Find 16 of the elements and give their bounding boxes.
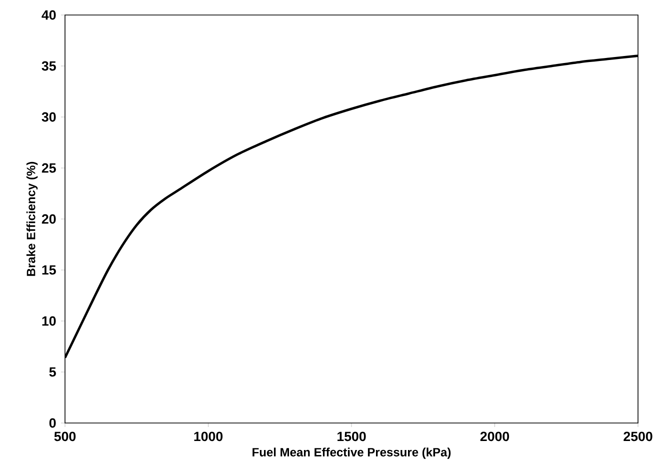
x-axis-title: Fuel Mean Effective Pressure (kPa) xyxy=(252,448,451,459)
y-tick-label: 10 xyxy=(42,316,56,326)
y-axis-title: Brake Efficiency (%) xyxy=(26,162,38,276)
y-tick-label: 0 xyxy=(49,418,56,428)
x-tick-label: 1000 xyxy=(194,432,223,442)
x-tick-label: 1500 xyxy=(338,432,366,442)
y-tick-label: 5 xyxy=(49,367,56,377)
y-tick-label: 25 xyxy=(42,163,56,173)
x-tick-label: 500 xyxy=(54,432,76,442)
x-tick-label: 2000 xyxy=(480,432,510,442)
y-tick-label: 20 xyxy=(42,214,56,224)
x-tick-label: 2500 xyxy=(624,432,652,442)
y-tick-label: 15 xyxy=(42,265,56,275)
y-tick-label: 40 xyxy=(42,10,56,20)
y-tick-label: 30 xyxy=(42,112,56,122)
y-tick-label: 35 xyxy=(42,61,56,71)
